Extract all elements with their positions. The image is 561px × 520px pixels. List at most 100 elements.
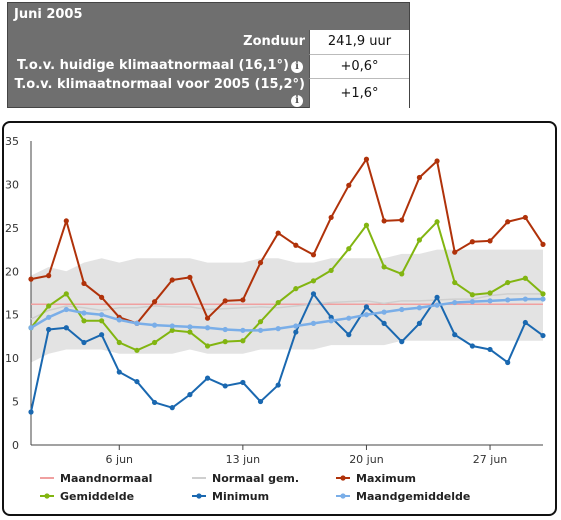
data-point-maandgemiddelde — [275, 326, 281, 332]
legend-marker-maandgemiddelde — [340, 493, 346, 499]
data-point-minimum — [151, 399, 158, 406]
data-point-gemiddelde — [469, 292, 475, 298]
data-point-maandgemiddelde — [116, 317, 122, 323]
data-point-minimum — [116, 369, 122, 375]
data-point-minimum — [399, 339, 405, 345]
data-point-gemiddelde — [240, 338, 246, 344]
data-point-maandgemiddelde — [522, 296, 528, 302]
legend-label-minimum: Minimum — [212, 490, 269, 503]
data-point-minimum — [257, 398, 264, 405]
data-point-maximum — [540, 241, 546, 247]
data-point-maandgemiddelde — [434, 302, 440, 308]
y-tick-label: 0 — [12, 439, 19, 452]
x-tick-label: 27 jun — [473, 453, 508, 466]
series-line-maandgemiddelde — [30, 297, 543, 332]
data-point-minimum — [222, 383, 228, 389]
data-point-maximum — [381, 218, 387, 224]
info-icon[interactable]: i — [291, 95, 303, 107]
data-point-maandgemiddelde — [134, 320, 140, 326]
data-point-maandgemiddelde — [346, 315, 352, 321]
data-point-minimum — [134, 378, 140, 385]
data-point-gemiddelde — [505, 279, 511, 286]
data-point-maximum — [452, 249, 458, 255]
data-point-maximum — [346, 182, 352, 188]
legend-label-maximum: Maximum — [356, 472, 416, 485]
data-point-maandgemiddelde — [169, 323, 175, 329]
series-line-maximum — [30, 158, 544, 325]
data-point-minimum — [46, 326, 52, 333]
info-icon[interactable]: i — [291, 61, 303, 73]
summary-table: Juni 2005 Zonduur 241,9 uur T.o.v. huidi… — [7, 2, 410, 108]
data-point-minimum — [505, 359, 511, 366]
series-layer — [28, 156, 546, 415]
y-tick-label: 15 — [5, 309, 19, 322]
x-tick-label: 20 jun — [349, 453, 384, 466]
summary-row-label: Zonduur — [243, 34, 305, 49]
data-point-maximum — [151, 299, 158, 305]
data-point-maandgemiddelde — [293, 323, 299, 329]
data-point-maximum — [434, 158, 440, 164]
data-point-gemiddelde — [346, 246, 352, 252]
data-point-gemiddelde — [169, 327, 175, 333]
data-point-maandgemiddelde — [540, 296, 546, 302]
data-point-gemiddelde — [416, 237, 423, 243]
summary-row-label: T.o.v. klimaatnormaal voor 2005 (15,2°) — [14, 77, 305, 92]
data-point-gemiddelde — [310, 278, 317, 284]
normal-band-layer — [31, 249, 543, 363]
data-point-maximum — [293, 242, 299, 248]
data-point-gemiddelde — [328, 267, 334, 274]
data-point-maandgemiddelde — [381, 309, 387, 315]
data-point-maandgemiddelde — [310, 320, 317, 326]
data-point-maandgemiddelde — [257, 327, 264, 333]
data-point-maandgemiddelde — [204, 325, 211, 331]
data-point-gemiddelde — [187, 329, 193, 335]
data-point-minimum — [416, 320, 423, 326]
data-point-minimum — [363, 304, 370, 310]
data-point-minimum — [487, 346, 493, 353]
data-point-maximum — [328, 214, 334, 221]
data-point-gemiddelde — [222, 339, 228, 345]
data-point-maandgemiddelde — [505, 297, 511, 303]
data-point-maandgemiddelde — [28, 325, 34, 331]
y-tick-label: 10 — [5, 352, 19, 365]
summary-row-value: +0,6° — [309, 54, 409, 78]
data-point-maximum — [487, 238, 493, 244]
series-line-normaal-gem — [30, 293, 543, 320]
data-point-gemiddelde — [293, 286, 299, 292]
data-point-maandgemiddelde — [363, 312, 370, 318]
data-point-maandgemiddelde — [81, 310, 87, 316]
legend-marker-minimum — [196, 493, 202, 499]
data-point-gemiddelde — [151, 339, 158, 346]
data-point-minimum — [346, 332, 352, 338]
y-tick-label: 5 — [12, 396, 19, 409]
summary-row-old-normal: T.o.v. klimaatnormaal voor 2005 (15,2°) … — [8, 77, 409, 108]
data-point-gemiddelde — [204, 343, 211, 349]
data-point-maximum — [99, 294, 105, 300]
data-point-maximum — [204, 315, 211, 321]
x-tick-label: 6 jun — [106, 453, 134, 466]
data-point-minimum — [310, 291, 317, 297]
data-point-maandgemiddelde — [416, 305, 423, 311]
summary-row-value: 241,9 uur — [309, 30, 409, 54]
data-point-gemiddelde — [522, 275, 528, 281]
data-point-maandgemiddelde — [452, 299, 458, 306]
data-point-maximum — [63, 218, 69, 224]
data-point-minimum — [187, 392, 193, 398]
y-tick-label: 35 — [5, 135, 19, 148]
data-point-minimum — [469, 343, 475, 349]
data-point-maximum — [28, 276, 34, 282]
legend-label-maandgemiddelde: Maandgemiddelde — [356, 490, 470, 503]
data-point-minimum — [204, 375, 211, 381]
data-point-gemiddelde — [399, 271, 405, 277]
axis-layer: 0 5 10 15 20 25 30 35 6 jun 13 jun 20 jun 27 jun — [5, 135, 543, 466]
data-point-maximum — [310, 252, 317, 258]
legend-label-normaal-gem: Normaal gem. — [212, 472, 299, 485]
data-point-maximum — [275, 230, 281, 236]
data-point-minimum — [81, 339, 87, 346]
data-point-gemiddelde — [381, 264, 387, 270]
data-point-minimum — [540, 332, 546, 339]
data-point-maandgemiddelde — [487, 298, 493, 304]
data-point-gemiddelde — [257, 319, 264, 325]
data-point-maandgemiddelde — [63, 306, 69, 313]
data-point-maandgemiddelde — [151, 322, 158, 328]
